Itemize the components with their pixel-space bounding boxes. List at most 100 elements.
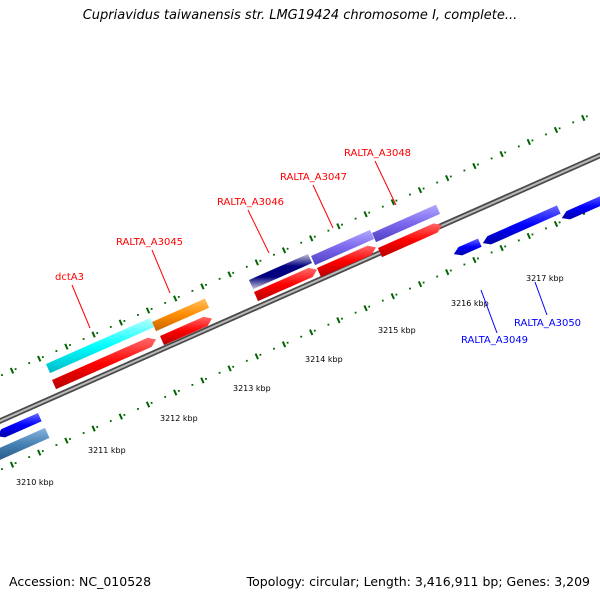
major-tick xyxy=(526,232,531,240)
backbone-layer xyxy=(0,152,600,424)
major-tick xyxy=(417,187,423,194)
scale-tick-label: 3214 kbp xyxy=(305,355,343,364)
minor-tick xyxy=(517,239,520,242)
minor-tick xyxy=(259,353,262,356)
minor-tick xyxy=(449,175,452,178)
minor-tick xyxy=(123,414,126,416)
gene-leader-line xyxy=(247,209,270,254)
major-tick xyxy=(417,281,423,288)
major-tick xyxy=(200,283,205,290)
minor-tick xyxy=(150,402,153,404)
minor-tick xyxy=(422,187,425,190)
minor-tick xyxy=(137,314,139,316)
scale-tick-label: 3213 kbp xyxy=(233,384,271,393)
major-tick xyxy=(336,223,341,230)
minor-tick xyxy=(69,344,71,346)
major-tick xyxy=(118,413,123,420)
minor-tick xyxy=(28,456,31,458)
minor-tick xyxy=(300,335,303,338)
backbone-highlight xyxy=(0,154,600,423)
minor-tick xyxy=(164,395,167,398)
minor-tick xyxy=(490,157,493,160)
major-tick xyxy=(445,174,450,182)
scale-tick-label: 3212 kbp xyxy=(160,414,198,423)
upper-major-ticks xyxy=(9,114,586,374)
minor-tick xyxy=(341,317,343,320)
minor-tick xyxy=(245,265,248,268)
minor-tick xyxy=(381,299,384,302)
minor-tick xyxy=(164,301,167,304)
major-tick xyxy=(553,220,559,228)
cds-RALTA_A3045 xyxy=(160,316,213,346)
minor-tick xyxy=(558,127,561,130)
minor-tick xyxy=(55,444,58,446)
minor-tick xyxy=(109,326,112,328)
minor-tick xyxy=(422,281,425,284)
major-tick xyxy=(145,307,151,314)
major-tick xyxy=(363,305,368,312)
minor-tick xyxy=(300,241,303,244)
minor-tick xyxy=(232,365,235,368)
minor-tick xyxy=(313,329,316,332)
gene-label: RALTA_A3048 xyxy=(344,148,411,159)
cds-reverse-left xyxy=(0,412,42,438)
minor-tick xyxy=(463,169,466,172)
major-tick xyxy=(145,401,151,408)
feature-purple-2 xyxy=(372,204,441,243)
minor-tick xyxy=(150,308,153,310)
minor-tick xyxy=(395,199,398,202)
lower-tick-row xyxy=(1,209,588,471)
map-title: Cupriavidus taiwanensis str. LMG19424 ch… xyxy=(82,8,518,23)
minor-tick xyxy=(477,163,479,166)
major-tick xyxy=(9,461,15,468)
major-tick xyxy=(200,377,205,384)
genome-summary-text: Topology: circular; Length: 3,416,911 bp… xyxy=(246,574,590,589)
major-tick xyxy=(309,235,314,242)
cds-RALTA_A3046 xyxy=(254,267,318,302)
minor-tick xyxy=(205,283,207,286)
gene-leader-line xyxy=(312,184,334,229)
minor-tick xyxy=(504,245,507,248)
major-tick xyxy=(227,271,232,278)
minor-tick xyxy=(259,259,262,262)
major-tick xyxy=(64,343,69,350)
label-layer: 3210 kbp 3211 kbp 3212 kbp 3213 kbp 3214 kbp… xyxy=(16,148,581,487)
minor-tick xyxy=(354,217,357,220)
minor-tick xyxy=(205,377,207,380)
minor-tick xyxy=(191,383,194,386)
minor-tick xyxy=(368,305,371,308)
major-tick xyxy=(581,114,586,122)
minor-tick xyxy=(585,115,588,118)
major-tick xyxy=(254,353,259,360)
minor-tick xyxy=(28,362,31,364)
scale-tick-label: 3210 kbp xyxy=(16,478,54,487)
cds-RALTA_A3048 xyxy=(378,223,443,258)
gene-leader-line xyxy=(151,249,171,294)
minor-tick xyxy=(1,468,3,471)
major-tick xyxy=(336,317,341,324)
minor-tick xyxy=(177,295,180,298)
minor-tick xyxy=(14,462,17,464)
minor-tick xyxy=(191,289,194,292)
major-tick xyxy=(37,355,42,362)
major-tick xyxy=(173,295,178,302)
major-tick xyxy=(64,437,69,444)
major-tick xyxy=(472,256,477,264)
gene-leader-line xyxy=(534,281,548,316)
feature-orange xyxy=(152,298,210,332)
minor-tick xyxy=(1,374,3,377)
major-tick xyxy=(499,244,504,252)
feature-steel xyxy=(0,427,50,460)
minor-tick xyxy=(504,151,507,154)
lower-major-ticks xyxy=(9,208,586,468)
gene-label: RALTA_A3046 xyxy=(217,197,284,208)
minor-tick xyxy=(545,133,547,136)
gene-leader-line xyxy=(374,160,397,206)
minor-tick xyxy=(490,251,493,254)
minor-tick xyxy=(41,356,44,358)
feature-navy xyxy=(249,253,313,290)
minor-tick xyxy=(55,350,58,352)
minor-tick xyxy=(245,359,248,362)
cds-dctA3 xyxy=(52,337,157,390)
minor-tick xyxy=(327,229,330,232)
